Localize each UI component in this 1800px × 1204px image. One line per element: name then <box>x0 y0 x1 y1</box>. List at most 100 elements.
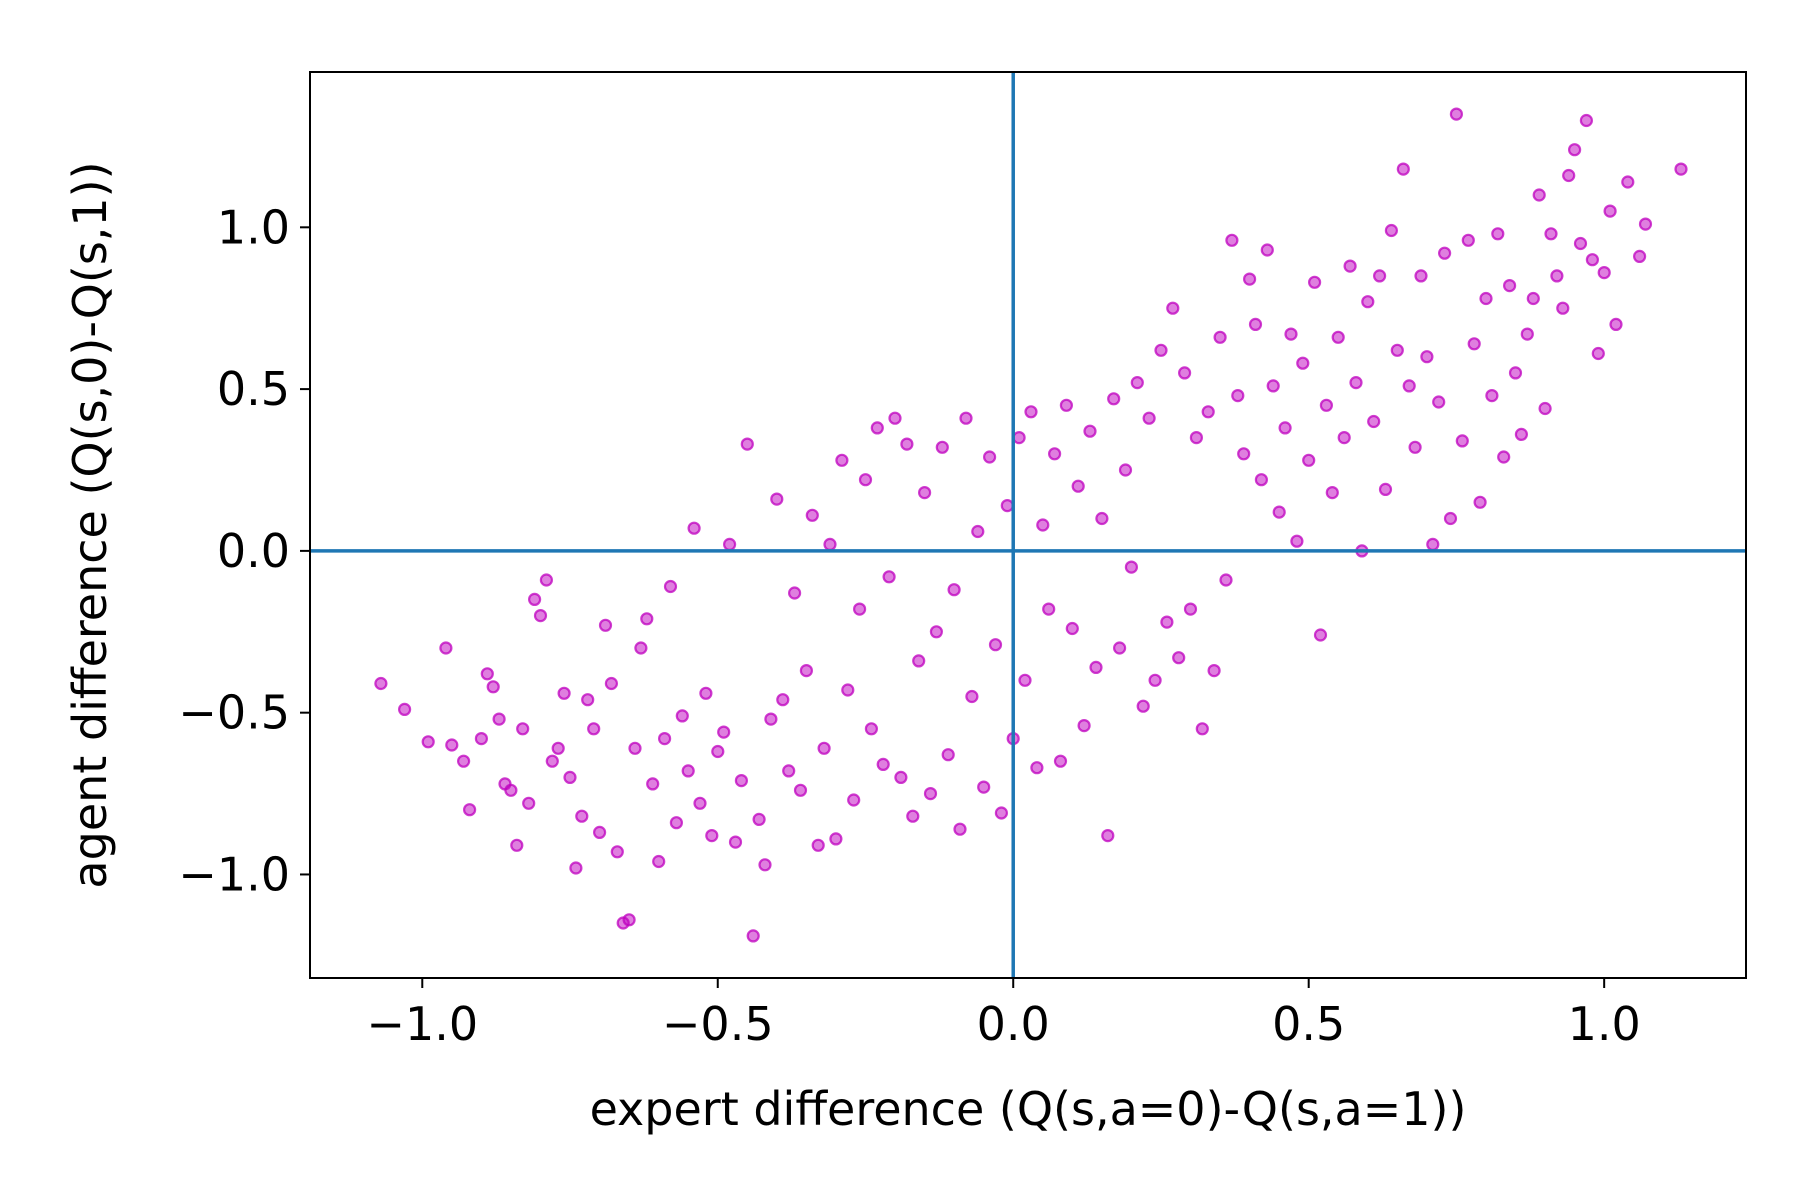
data-point <box>1479 291 1493 306</box>
data-point <box>1325 486 1339 500</box>
data-point <box>1378 482 1393 496</box>
data-point <box>480 667 494 681</box>
data-point <box>988 638 1003 652</box>
data-point <box>734 773 749 788</box>
data-point <box>1337 431 1351 445</box>
data-point <box>705 828 719 843</box>
data-point <box>1136 699 1150 713</box>
data-point <box>888 411 902 425</box>
data-point <box>1290 534 1304 548</box>
data-point <box>817 741 831 755</box>
data-point <box>604 676 619 691</box>
data-point <box>1603 204 1617 218</box>
data-point <box>474 731 488 746</box>
data-point <box>917 486 932 500</box>
data-point <box>717 725 731 739</box>
data-point <box>1302 453 1316 467</box>
data-point <box>1567 143 1582 157</box>
data-point <box>1402 379 1416 393</box>
data-point <box>740 437 754 451</box>
data-point <box>982 450 997 464</box>
data-point <box>557 686 571 700</box>
data-point <box>581 693 595 707</box>
data-point <box>758 858 772 872</box>
data-point <box>445 738 459 752</box>
data-point <box>1065 621 1079 636</box>
data-point <box>1124 560 1139 574</box>
data-point <box>492 712 506 726</box>
data-point <box>1030 761 1044 775</box>
data-point <box>640 612 654 626</box>
data-point <box>793 783 808 797</box>
data-point <box>876 757 890 772</box>
data-point <box>1154 343 1168 357</box>
data-point <box>782 764 796 778</box>
x-tick-label: 1.0 <box>1568 997 1641 1051</box>
data-point <box>1414 269 1428 283</box>
data-point <box>634 641 648 655</box>
data-point <box>1609 317 1623 331</box>
data-point <box>1160 615 1174 629</box>
y-tick-label: 0.5 <box>217 362 290 416</box>
data-point <box>864 722 879 736</box>
data-point <box>1260 243 1274 257</box>
data-point <box>374 676 388 691</box>
data-point <box>563 770 577 785</box>
data-point <box>1107 392 1121 406</box>
data-point <box>835 453 849 467</box>
data-point <box>587 722 601 736</box>
data-point <box>1396 162 1410 176</box>
data-point <box>1231 389 1245 403</box>
data-point <box>770 492 784 506</box>
data-point <box>1585 253 1600 267</box>
data-point <box>504 783 518 797</box>
data-point <box>1331 330 1345 344</box>
data-point <box>1195 722 1209 736</box>
data-point <box>1172 651 1186 665</box>
data-point <box>1550 269 1564 283</box>
data-point <box>841 683 855 697</box>
data-point <box>1047 447 1062 461</box>
data-point <box>1437 246 1452 260</box>
data-point <box>1207 663 1221 678</box>
data-point <box>1372 269 1387 283</box>
data-point <box>1573 236 1588 251</box>
data-point <box>870 421 884 435</box>
data-point <box>1083 424 1097 438</box>
points-layer <box>374 107 1688 943</box>
data-point <box>787 586 802 600</box>
x-tick-label: −1.0 <box>366 997 478 1051</box>
data-point <box>1077 718 1091 733</box>
data-point <box>1183 602 1198 616</box>
data-point <box>1384 223 1399 238</box>
data-point <box>823 537 837 552</box>
data-point <box>510 838 524 852</box>
data-point <box>799 663 814 678</box>
data-point <box>1361 295 1375 309</box>
data-point <box>1272 505 1286 519</box>
data-point <box>1485 389 1499 403</box>
data-point <box>1532 188 1546 202</box>
reference-lines <box>310 72 1746 978</box>
data-point <box>805 508 819 522</box>
data-point <box>1497 450 1511 464</box>
data-point <box>977 780 991 794</box>
data-point <box>1012 431 1026 445</box>
data-point <box>1296 356 1310 370</box>
data-point <box>687 521 701 535</box>
y-axis-ticks: −1.0 −0.5 0.0 0.5 1.0 <box>178 200 310 901</box>
data-point <box>882 570 896 584</box>
data-point <box>1112 641 1127 655</box>
data-point <box>486 680 500 694</box>
data-point <box>1544 227 1558 241</box>
data-point <box>900 437 914 451</box>
data-point <box>811 838 825 852</box>
data-point <box>669 816 684 830</box>
data-point <box>1579 113 1594 128</box>
data-point <box>1562 168 1576 183</box>
data-point <box>681 764 695 778</box>
data-point <box>776 693 790 707</box>
data-point <box>1095 511 1109 526</box>
data-point <box>693 796 707 810</box>
